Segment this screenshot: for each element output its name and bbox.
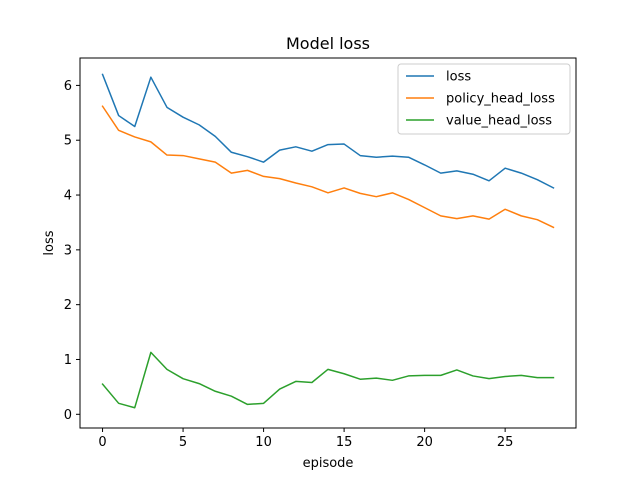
legend-label: value_head_loss xyxy=(446,114,552,129)
y-tick-label: 1 xyxy=(64,353,72,368)
legend-label: loss xyxy=(446,70,471,85)
y-tick-label: 2 xyxy=(64,298,72,313)
y-tick-label: 6 xyxy=(64,79,72,94)
series-line-loss xyxy=(101,73,555,189)
legend-label: policy_head_loss xyxy=(446,92,555,107)
x-tick-label: 10 xyxy=(255,435,272,450)
legend: loss policy_head_loss value_head_loss xyxy=(397,63,571,135)
chart-title: Model loss xyxy=(286,34,370,53)
series-line-policy-head-loss xyxy=(101,105,555,229)
legend-box xyxy=(397,63,571,135)
y-axis-label: loss xyxy=(42,230,57,255)
x-tick-label: 5 xyxy=(179,435,187,450)
y-tick-label: 4 xyxy=(64,189,72,204)
y-tick-label: 3 xyxy=(64,243,72,258)
x-tick-label: 25 xyxy=(497,435,514,450)
x-tick-label: 20 xyxy=(416,435,433,450)
y-axis: 0 1 2 3 4 5 6 xyxy=(64,79,80,423)
plot-layer xyxy=(101,73,555,409)
y-tick-label: 0 xyxy=(64,408,72,423)
x-tick-label: 15 xyxy=(336,435,353,450)
x-axis: 0 5 10 15 20 25 xyxy=(98,428,513,450)
x-axis-label: episode xyxy=(303,456,354,471)
plot-frame xyxy=(79,57,577,429)
series-line-value-head-loss xyxy=(101,351,555,409)
y-tick-label: 5 xyxy=(64,134,72,149)
x-tick-label: 0 xyxy=(98,435,106,450)
